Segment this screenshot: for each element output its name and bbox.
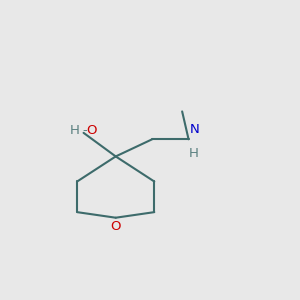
Text: -: - <box>82 124 87 137</box>
Text: O: O <box>86 124 97 137</box>
Text: H: H <box>189 147 199 160</box>
Text: H: H <box>69 124 79 137</box>
Text: N: N <box>190 123 200 136</box>
Text: O: O <box>110 220 121 233</box>
